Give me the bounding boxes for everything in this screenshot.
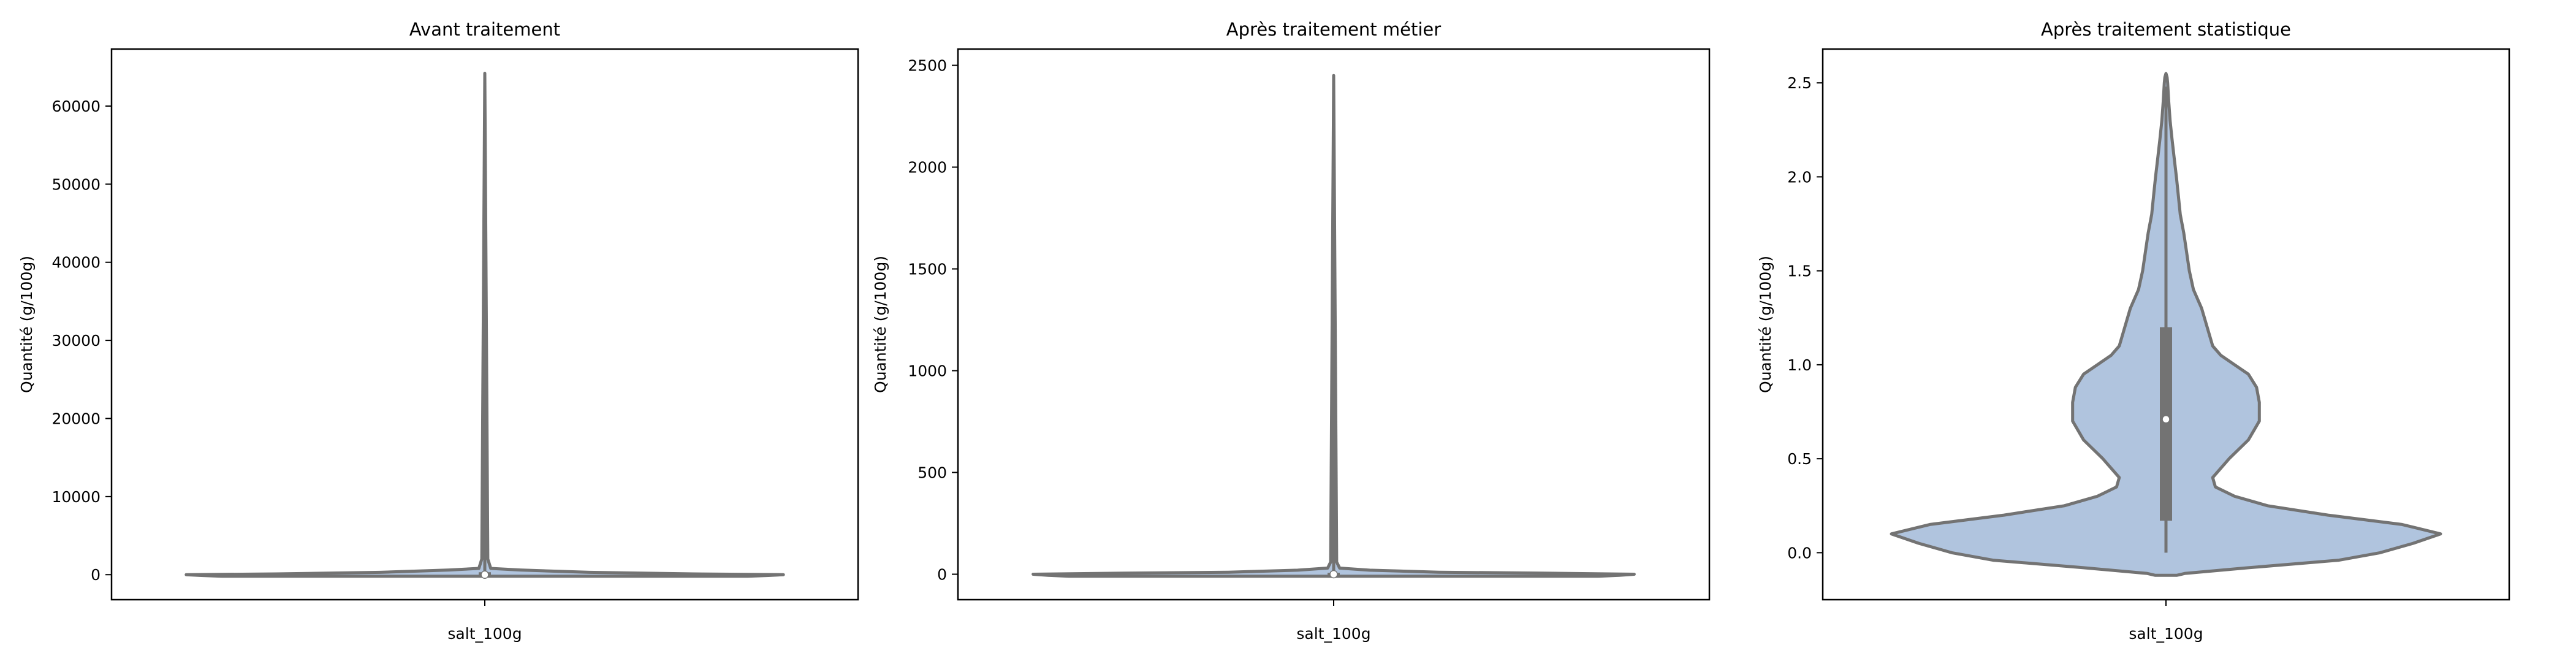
- y-tick-label: 40000: [51, 254, 101, 272]
- y-tick-label: 1500: [908, 261, 947, 278]
- y-tick-label: 2500: [908, 57, 947, 75]
- y-tick-label: 2.0: [1787, 168, 1812, 186]
- violin-median-marker: [481, 570, 489, 579]
- axes-frame: [957, 48, 1711, 601]
- y-axis-label: Quantité (g/100g): [18, 256, 36, 393]
- y-tick-label: 1.5: [1787, 262, 1812, 280]
- y-tick-label: 2000: [908, 159, 947, 177]
- y-axis-label: Quantité (g/100g): [872, 256, 889, 393]
- y-tick-label: 10000: [51, 488, 101, 506]
- y-tick-label: 30000: [51, 332, 101, 350]
- y-tick-label: 50000: [51, 175, 101, 193]
- y-axis-ticks: 0 500 1000 1500 2000 2500: [908, 57, 1334, 606]
- violin-panel-metier: Après traitement métier Quantité (g/100g…: [872, 19, 1711, 643]
- x-axis-label: salt_100g: [2129, 625, 2203, 643]
- axes-frame: [110, 48, 859, 601]
- plot-area: [957, 48, 1711, 601]
- violin-median-marker: [1329, 570, 1338, 579]
- plot-area: [1822, 48, 2510, 601]
- y-tick-label: 1000: [908, 362, 947, 380]
- violin-panel-statistique: Après traitement statistique Quantité (g…: [1757, 19, 2510, 643]
- violin-iqr-box: [2160, 327, 2172, 521]
- plot-area: [110, 48, 859, 601]
- y-axis-ticks: 0 10000 20000 30000 40000 50000 60000: [51, 97, 485, 606]
- y-tick-label: 20000: [51, 410, 101, 427]
- y-tick-label: 2.5: [1787, 74, 1812, 92]
- y-tick-label: 60000: [51, 97, 101, 115]
- y-tick-label: 0: [91, 566, 101, 584]
- y-tick-label: 500: [918, 464, 947, 482]
- x-axis-label: salt_100g: [447, 625, 522, 643]
- y-axis-label: Quantité (g/100g): [1757, 256, 1774, 393]
- y-tick-label: 1.0: [1787, 356, 1812, 374]
- y-tick-label: 0.0: [1787, 544, 1812, 562]
- chart-title: Après traitement métier: [1226, 19, 1441, 40]
- y-axis-ticks: 0.0 0.5 1.0 1.5 2.0 2.5: [1787, 74, 2167, 606]
- axes-frame: [1822, 48, 2510, 601]
- y-tick-label: 0: [937, 566, 947, 584]
- y-tick-label: 0.5: [1787, 450, 1812, 468]
- violin-median-marker: [2162, 415, 2170, 424]
- x-axis-label: salt_100g: [1296, 625, 1370, 643]
- chart-title: Après traitement statistique: [2041, 19, 2291, 40]
- chart-title: Avant traitement: [409, 19, 560, 40]
- violin-panel-avant: Avant traitement Quantité (g/100g) salt_…: [18, 19, 859, 643]
